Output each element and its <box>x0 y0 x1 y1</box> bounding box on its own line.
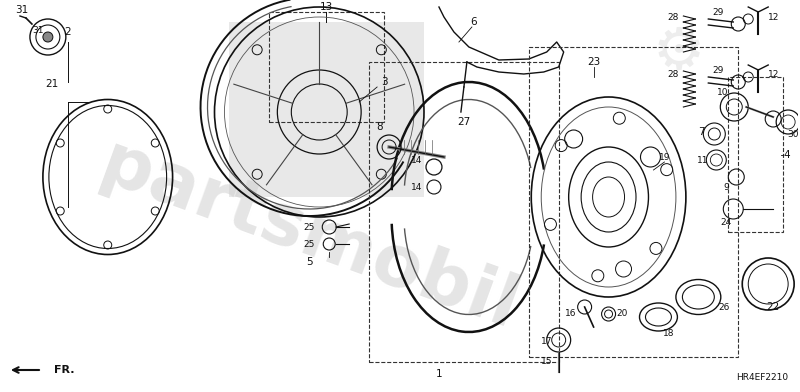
Text: 14: 14 <box>411 156 422 165</box>
Bar <box>230 22 424 197</box>
Text: 5: 5 <box>306 257 313 267</box>
Text: 27: 27 <box>458 117 470 127</box>
Text: 8: 8 <box>376 122 382 132</box>
Text: 10: 10 <box>717 87 728 96</box>
Text: 7: 7 <box>698 127 705 137</box>
Text: 1: 1 <box>436 369 442 379</box>
Text: 15: 15 <box>541 358 553 367</box>
Text: 22: 22 <box>766 302 780 312</box>
Text: 30: 30 <box>787 129 799 138</box>
Text: 14: 14 <box>411 183 422 192</box>
Text: 16: 16 <box>565 310 577 318</box>
Text: 4: 4 <box>783 150 790 160</box>
Text: ⚙: ⚙ <box>652 24 705 80</box>
Text: 9: 9 <box>723 183 729 192</box>
Text: 18: 18 <box>662 330 674 339</box>
Text: 31: 31 <box>32 25 44 34</box>
Text: 24: 24 <box>721 218 732 227</box>
Circle shape <box>43 32 53 42</box>
Text: 31: 31 <box>15 5 29 15</box>
Text: FR.: FR. <box>54 365 74 375</box>
Text: 25: 25 <box>303 223 315 232</box>
Text: partsmobil: partsmobil <box>90 129 528 345</box>
Text: 12: 12 <box>767 13 779 22</box>
Text: 3: 3 <box>381 77 387 87</box>
Text: HR4EF2210: HR4EF2210 <box>736 373 788 382</box>
Text: 2: 2 <box>65 27 71 37</box>
Text: 28: 28 <box>668 13 679 22</box>
Text: 29: 29 <box>713 65 724 74</box>
Bar <box>270 12 384 122</box>
Text: 26: 26 <box>718 303 730 312</box>
Text: 28: 28 <box>668 69 679 78</box>
Text: 25: 25 <box>303 240 315 249</box>
Bar <box>369 62 558 362</box>
Text: 6: 6 <box>470 17 477 27</box>
Text: 17: 17 <box>541 338 553 347</box>
Text: 23: 23 <box>587 57 600 67</box>
Bar <box>529 47 738 357</box>
Text: 21: 21 <box>46 79 58 89</box>
Text: 11: 11 <box>697 156 708 165</box>
Text: 29: 29 <box>713 7 724 16</box>
Text: 20: 20 <box>617 310 628 318</box>
Text: 12: 12 <box>767 69 779 78</box>
Bar <box>728 77 783 232</box>
Text: 19: 19 <box>658 152 670 162</box>
Text: 13: 13 <box>320 2 333 12</box>
